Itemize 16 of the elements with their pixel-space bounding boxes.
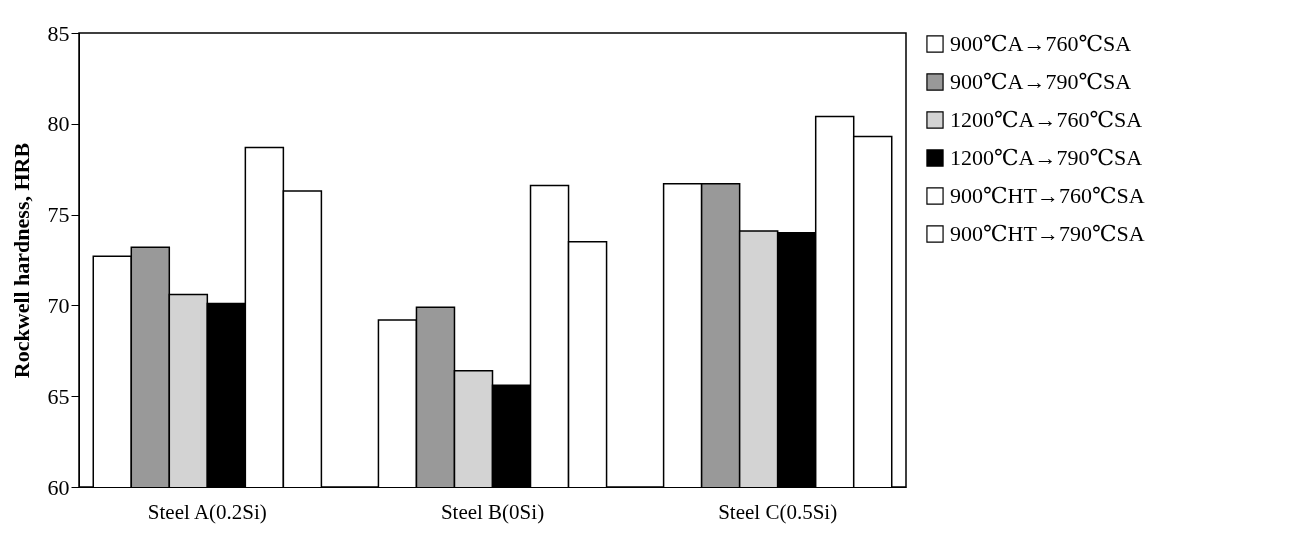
legend-label: 1200℃A→760℃SA <box>950 107 1143 132</box>
y-tick-label: 65 <box>47 383 70 409</box>
y-tick-label: 70 <box>47 292 70 318</box>
y-tick-label: 60 <box>47 474 70 500</box>
x-tick-label: Steel B(0Si) <box>440 499 545 524</box>
x-tick-label: Steel A(0.2Si) <box>147 499 267 524</box>
legend-label: 900℃HT→760℃SA <box>950 183 1145 208</box>
legend-label: 1200℃A→790℃SA <box>950 145 1143 170</box>
legend-label: 900℃HT→790℃SA <box>950 221 1145 246</box>
legend-label: 900℃A→790℃SA <box>950 69 1132 94</box>
y-tick-label: 80 <box>47 111 70 137</box>
y-tick-label: 75 <box>47 202 70 228</box>
y-axis-title: Rockwell hardness, HRB <box>8 142 34 379</box>
y-tick-label: 85 <box>47 20 70 46</box>
legend-label: 900℃A→760℃SA <box>950 31 1132 56</box>
x-tick-label: Steel C(0.5Si) <box>718 499 838 524</box>
